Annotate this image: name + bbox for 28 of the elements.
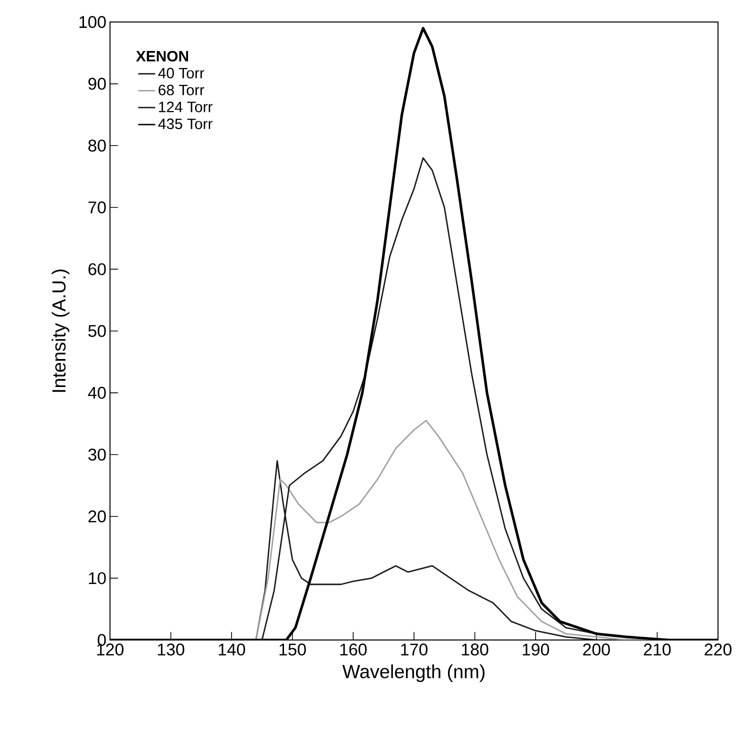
x-axis-title: Wavelength (nm) — [342, 664, 485, 682]
x-tick-label: 120 — [97, 644, 124, 656]
y-tick-label: 100 — [80, 16, 106, 28]
legend-label: 124 Torr — [159, 102, 212, 112]
y-tick-label: 80 — [88, 140, 106, 152]
legend-label: 68 Torr — [158, 84, 204, 96]
x-tick-label: 160 — [340, 644, 367, 656]
y-tick-label: 90 — [88, 78, 106, 90]
x-tick-label: 190 — [522, 644, 550, 656]
x-tick-label: 180 — [462, 644, 488, 656]
y-tick-label: 40 — [88, 386, 106, 399]
x-tick-label: 130 — [158, 644, 184, 656]
legend-label: 40 Torr — [158, 68, 204, 78]
y-tick-label: 30 — [88, 448, 106, 461]
legend-label: 435 Torr — [158, 118, 212, 130]
x-tick-label: 140 — [218, 644, 246, 656]
x-tick-label: 220 — [704, 644, 732, 656]
x-tick-label: 150 — [280, 644, 306, 656]
y-tick-label: 60 — [88, 263, 106, 276]
x-tick-label: 210 — [644, 644, 671, 656]
y-tick-label: 50 — [88, 325, 106, 337]
y-axis-title: Intensity (A.U.) — [52, 270, 70, 392]
x-tick-label: 170 — [401, 644, 428, 656]
y-tick-label: 20 — [88, 510, 106, 522]
x-tick-label: 200 — [583, 644, 610, 656]
y-tick-label: 10 — [88, 572, 106, 584]
legend-title: XENON — [136, 50, 188, 62]
y-tick-label: 70 — [88, 201, 106, 214]
